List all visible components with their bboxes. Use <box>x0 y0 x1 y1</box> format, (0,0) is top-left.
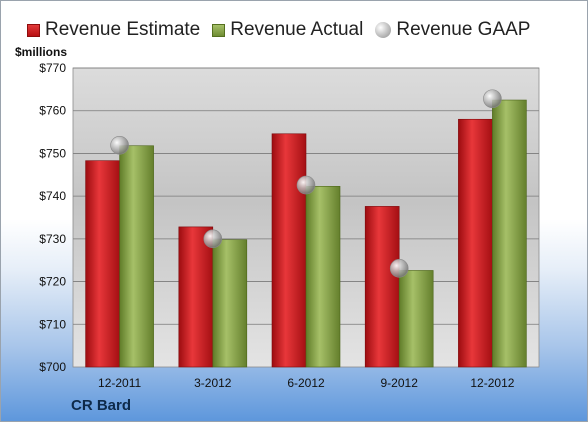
bar-revenue-actual <box>305 186 341 368</box>
bar-revenue-actual <box>492 99 527 368</box>
bar-revenue-actual <box>119 145 154 368</box>
legend-item-gaap: Revenue GAAP <box>375 19 530 41</box>
company-name: CR Bard <box>71 397 132 414</box>
legend-swatch-actual <box>212 23 226 37</box>
legend-swatch-estimate <box>27 23 40 37</box>
point-revenue-gaap <box>389 259 409 278</box>
bar-revenue-estimate <box>364 206 400 368</box>
x-tick-label: 9-2012 <box>381 376 419 390</box>
legend-swatch-gaap <box>375 22 392 38</box>
y-axis-unit-label: $millions <box>15 45 68 59</box>
bars <box>85 99 527 368</box>
y-tick-label: $710 <box>39 317 66 331</box>
bar-revenue-estimate <box>458 118 493 368</box>
legend: Revenue Estimate Revenue Actual Revenue … <box>27 15 542 45</box>
gaap-points <box>110 89 502 278</box>
bar-revenue-actual <box>398 270 434 368</box>
y-tick-label: $770 <box>39 61 66 75</box>
bar-revenue-estimate <box>178 226 214 368</box>
point-revenue-gaap <box>296 175 316 195</box>
legend-label-gaap: Revenue GAAP <box>396 19 531 40</box>
y-tick-label: $760 <box>39 104 66 118</box>
point-revenue-gaap <box>483 89 502 109</box>
legend-item-estimate: Revenue Estimate <box>27 19 200 41</box>
x-tick-label: 12-2011 <box>98 376 141 390</box>
bar-revenue-actual <box>212 239 248 368</box>
bar-revenue-estimate <box>271 133 307 368</box>
y-tick-label: $740 <box>39 189 66 203</box>
y-tick-label: $700 <box>39 360 66 374</box>
x-axis-ticks: 12-2011 3-2012 6-2012 9-2012 12-2012 <box>98 376 515 390</box>
x-tick-label: 3-2012 <box>194 376 232 390</box>
point-revenue-gaap <box>203 229 223 249</box>
y-tick-label: $730 <box>39 232 66 246</box>
legend-label-estimate: Revenue Estimate <box>45 19 201 40</box>
legend-label-actual: Revenue Actual <box>230 19 364 40</box>
legend-item-actual: Revenue Actual <box>212 19 363 41</box>
point-revenue-gaap <box>110 136 129 155</box>
x-tick-label: 6-2012 <box>287 376 325 390</box>
y-tick-label: $750 <box>39 146 66 160</box>
bar-revenue-estimate <box>85 160 120 368</box>
y-tick-label: $720 <box>39 275 66 289</box>
y-axis-ticks: $700 $710 $720 $730 $740 $750 $760 $770 <box>39 61 66 374</box>
x-tick-label: 12-2012 <box>470 376 514 390</box>
